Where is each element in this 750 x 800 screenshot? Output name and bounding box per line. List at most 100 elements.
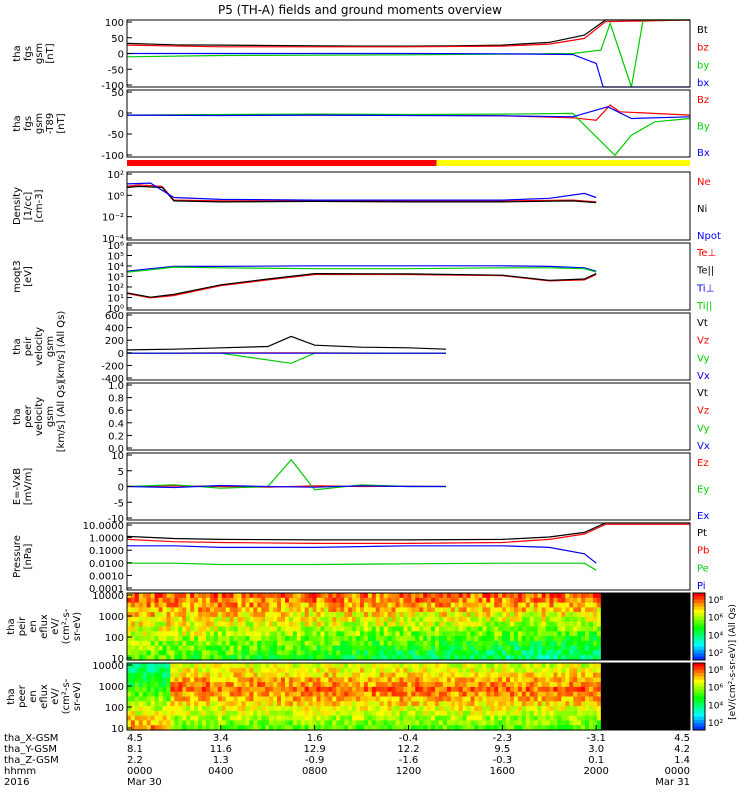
x-value-x: -3.1 <box>586 733 606 744</box>
legend-Ti: Ti|| <box>696 301 712 312</box>
y-tick-label: -100 <box>101 151 124 162</box>
colorbar-tick: 10² <box>708 719 723 729</box>
y-label-line: tha <box>12 408 23 424</box>
series-Pe <box>127 562 597 571</box>
legend-Vx: Vx <box>697 441 710 452</box>
series-By <box>126 112 691 157</box>
colorbar-tick: 10⁶ <box>708 684 723 694</box>
legend-Ey: Ey <box>697 485 709 496</box>
y-label-line: Pressure <box>12 535 23 578</box>
spectrogram-cells <box>127 663 602 731</box>
y-tick-label: 100 <box>105 18 124 29</box>
y-tick-label: 10⁰ <box>107 304 124 315</box>
y-label-line: eflux <box>39 684 50 709</box>
mode-bar-slow <box>127 160 437 166</box>
x-value-z: 1.4 <box>674 755 690 766</box>
colorbar: 10⁸ 10⁶ 10⁴ 10² 10⁸ 10⁶ 10⁴ 10² [eV/(cm²-s-sr-eV… <box>692 592 738 731</box>
colorbar-tick: 10⁶ <box>708 614 723 624</box>
x-value-x: 4.5 <box>674 733 690 744</box>
y-tick-label: 0.0100 <box>89 559 124 570</box>
y-tick-label: 1.0000 <box>89 534 124 545</box>
y-tick-label: -5 <box>114 498 124 509</box>
panel-frame <box>126 89 691 158</box>
series-Ne <box>126 184 597 203</box>
legend-Pi: Pi <box>697 581 706 592</box>
x-value-x: 3.4 <box>213 733 229 744</box>
y-tick-label: 10⁻² <box>102 213 124 224</box>
y-axis-label: tha fgs gsm -T89 [nT] <box>12 113 67 135</box>
y-label-line: fgs <box>23 116 34 131</box>
y-label-line: velocity <box>34 397 45 436</box>
legend-Vy: Vy <box>697 423 710 434</box>
legend-Vt: Vt <box>697 318 708 329</box>
colorbar-frame <box>692 662 706 731</box>
x-value-y: 12.9 <box>304 744 326 755</box>
panel-fgs-gsm: 100 50 0 -50 -100 tha fgs gsm [nT] Bt bz by bx <box>12 18 709 92</box>
y-tick-label: 0 <box>118 109 124 120</box>
legend-Bt: Bt <box>697 25 708 36</box>
colorbar-tick: 10⁸ <box>708 666 723 676</box>
colorbar-tick: 10⁸ <box>708 596 723 606</box>
panel-frame <box>126 171 691 241</box>
y-tick-label: 0.1000 <box>89 546 124 557</box>
series-Te <box>126 273 597 299</box>
legend-Vz: Vz <box>697 336 709 347</box>
y-tick-label: 50 <box>111 88 124 99</box>
y-tick-label: -50 <box>108 130 124 141</box>
y-label-line: [nT] <box>45 43 56 63</box>
y-tick-label: 100 <box>105 633 124 644</box>
y-tick-label: 1000 <box>99 682 124 693</box>
y-tick-label: 0 <box>118 50 124 61</box>
series-Bt <box>126 19 690 47</box>
y-tick-label: 0.0 <box>108 444 124 455</box>
y-tick-label: 10000 <box>92 591 124 602</box>
y-label-line: peir <box>23 336 34 356</box>
y-label-line: [cm-3] <box>34 189 45 222</box>
colorbar-tick: 10⁴ <box>708 701 723 711</box>
y-tick-label: -50 <box>108 65 124 76</box>
legend-Pe: Pe <box>697 563 709 574</box>
y-label-line: sr-eV) <box>72 612 83 641</box>
series-Bx <box>126 106 691 120</box>
y-tick-label: 1.0 <box>108 381 124 392</box>
series-Pi <box>127 545 597 564</box>
series-Ti <box>126 266 597 273</box>
colorbar-tick: 10² <box>708 649 723 659</box>
x-date-label: Mar 30 <box>127 777 162 788</box>
y-tick-label: 50 <box>111 34 124 45</box>
y-label-line: peer <box>17 684 28 708</box>
panel-frame <box>126 312 691 381</box>
x-value-time: 1600 <box>490 766 515 777</box>
colorbar-tick: 10⁴ <box>708 631 723 641</box>
y-axis-label: Pressure [nPa] <box>12 535 34 578</box>
series-by <box>126 19 690 88</box>
y-tick-label: 5 <box>118 467 124 478</box>
legend-bz: bz <box>697 43 709 54</box>
y-tick-label: -100 <box>101 81 124 92</box>
y-label-line: tha <box>12 45 23 61</box>
x-row-label: tha_Y-GSM <box>4 744 57 755</box>
y-axis-label: tha peer velocity gsm [km/s] (All Qs) <box>12 381 67 453</box>
x-value-x: 1.6 <box>307 733 323 744</box>
y-axis-label: tha peer en eflux eV/(cm²-s-sr-eV) <box>6 678 83 714</box>
colorbar-frame <box>692 592 706 661</box>
y-tick-label: 0 <box>118 349 124 360</box>
y-label-line: eV/ <box>50 688 61 705</box>
legend-by: by <box>697 60 709 71</box>
y-tick-label: 10⁶ <box>107 241 124 252</box>
legend-Pt: Pt <box>697 528 707 539</box>
legend-Te: Te⊥ <box>696 248 716 259</box>
series-Pb <box>126 523 690 544</box>
y-label-line: [nPa] <box>23 543 34 569</box>
panel-frame <box>126 592 691 661</box>
legend-Bz: Bz <box>697 95 709 106</box>
x-row-label: 2016 <box>4 777 29 788</box>
y-tick-label: 10³ <box>107 273 124 284</box>
panel-fgs-gsm-t89: 50 0 -50 -100 tha fgs gsm -T89 [nT] Bz By Bx <box>12 88 710 162</box>
series-Vt <box>126 335 447 351</box>
y-label-line: tha <box>6 688 17 704</box>
y-label-line: tha <box>12 338 23 354</box>
y-axis-label: Density [1/cc] [cm-3] <box>12 187 45 225</box>
y-label-line: E=-VxB <box>12 468 23 505</box>
